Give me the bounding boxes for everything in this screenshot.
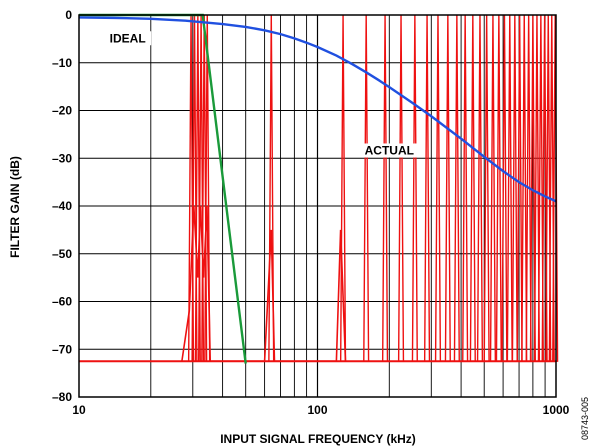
x-axis-title: INPUT SIGNAL FREQUENCY (kHz) — [220, 432, 416, 446]
actual-response-spike — [529, 14, 536, 362]
x-tick-label: 1000 — [543, 403, 570, 417]
actual-response-spike — [444, 14, 451, 362]
actual-response-spike — [411, 14, 418, 362]
y-tick-label: –70 — [52, 342, 72, 356]
y-tick-label: –30 — [52, 151, 72, 165]
annotations: IDEAL ACTUAL — [104, 31, 417, 158]
figure-id: 08743-005 — [580, 397, 590, 440]
actual-response-spike — [483, 14, 490, 362]
annotation-label: IDEAL — [110, 31, 146, 45]
actual-response-spike — [469, 14, 476, 362]
y-tick-label: –80 — [52, 390, 72, 404]
actual-response-spike — [197, 14, 205, 362]
actual-response-spike — [453, 14, 460, 362]
actual-response-spike — [187, 14, 195, 362]
annotation-background — [104, 31, 152, 46]
actual-response-spike — [506, 14, 513, 362]
actual-response-spike — [537, 14, 544, 362]
annotation-label: ACTUAL — [365, 143, 414, 157]
actual-response-envelope — [78, 16, 557, 203]
actual-response-spike — [476, 14, 484, 362]
actual-response-spike — [489, 14, 497, 362]
actual-response-spike — [521, 14, 528, 362]
y-axis-title: FILTER GAIN (dB) — [8, 156, 22, 258]
tick-labels: 10 100 1000 0 –10 –20 –30 –40 –50 –60 –70 –80 — [52, 8, 570, 417]
actual-response-spike — [533, 14, 541, 362]
y-tick-label: –60 — [52, 295, 72, 309]
actual-response-spike — [541, 14, 548, 362]
actual-response-spike — [339, 14, 347, 362]
y-tick-label: –40 — [52, 199, 72, 213]
actual-response-spike — [397, 14, 405, 362]
ideal-response-line — [79, 13, 247, 364]
x-tick-label: 100 — [307, 403, 327, 417]
actual-response-spike — [511, 14, 518, 362]
actual-response-spike — [545, 14, 552, 362]
actual-response-spike — [191, 14, 198, 362]
actual-response-spike — [462, 14, 469, 362]
x-tick-label: 10 — [72, 403, 86, 417]
actual-response-spike — [423, 14, 431, 362]
y-tick-label: 0 — [65, 8, 72, 22]
actual-response-spike — [381, 14, 389, 362]
y-tick-label: –50 — [52, 247, 72, 261]
actual-response-spike — [516, 14, 523, 362]
actual-response-spike — [548, 14, 555, 362]
actual-response-spike — [495, 14, 502, 362]
actual-response-spike — [552, 14, 559, 362]
plot-series — [78, 13, 559, 364]
actual-response-spike — [434, 14, 442, 362]
actual-response-spike — [204, 14, 211, 362]
actual-response-spike — [501, 14, 508, 362]
y-tick-label: –20 — [52, 104, 72, 118]
actual-response-spike — [194, 14, 201, 362]
actual-response-spike — [363, 14, 370, 362]
plot-frame — [78, 14, 557, 398]
y-tick-label: –10 — [52, 56, 72, 70]
annotation-background — [361, 143, 417, 158]
actual-response-spike — [268, 14, 275, 362]
